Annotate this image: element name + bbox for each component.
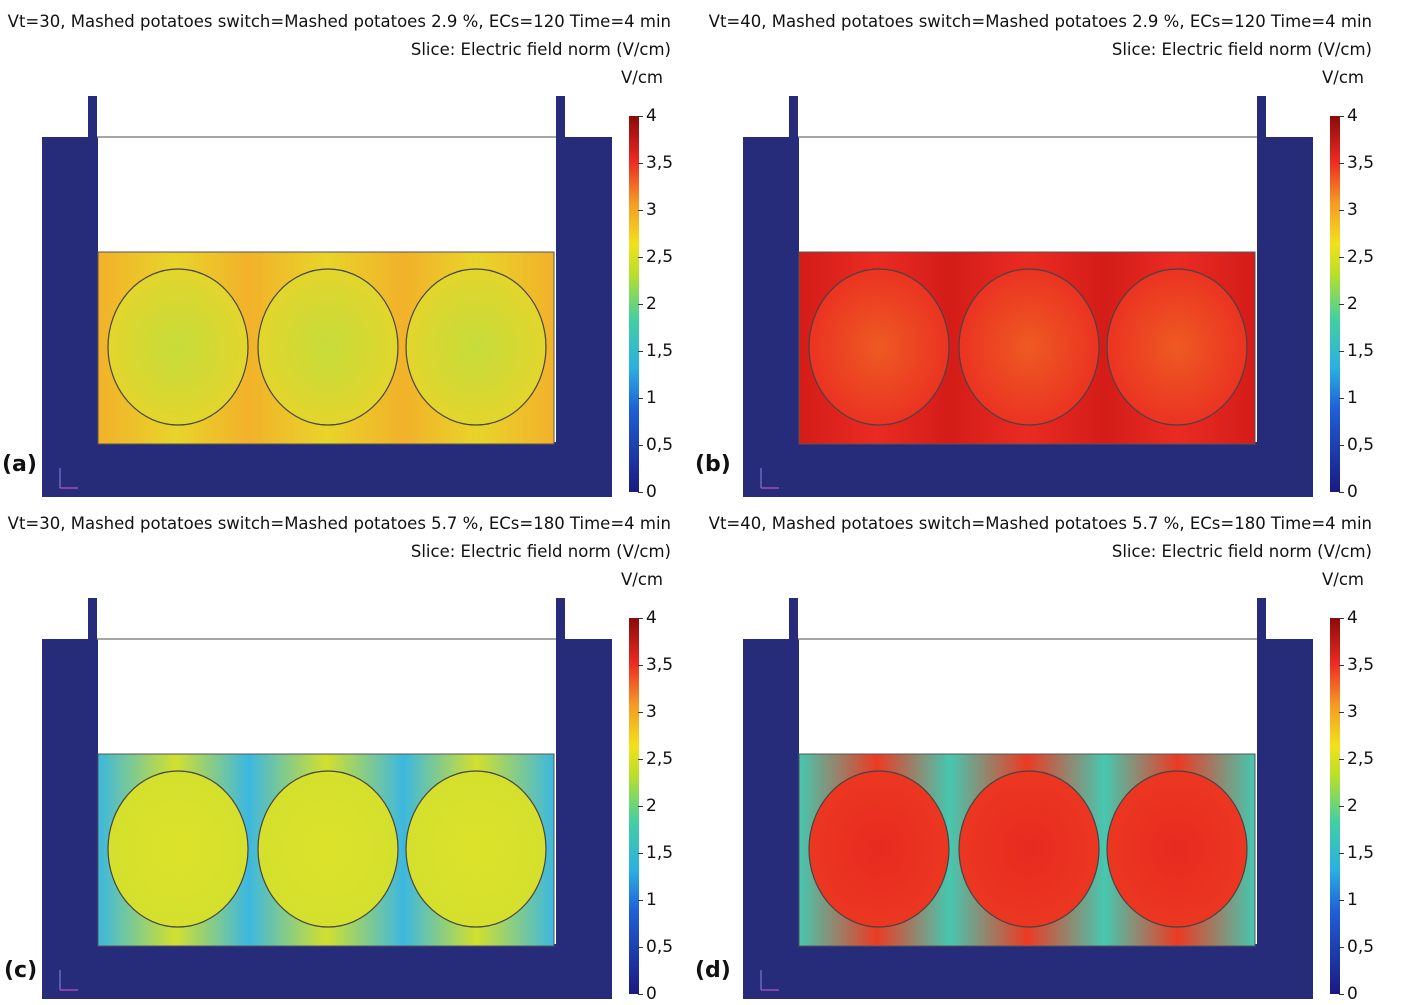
colorbar-unit: V/cm (621, 570, 663, 589)
slice-label: Slice: Electric field norm (V/cm) (410, 40, 671, 59)
potato-particle-2 (257, 770, 399, 928)
colorbar-tick-label: 0 (1339, 482, 1358, 502)
colorbar-tick-label: 3,5 (1338, 655, 1375, 675)
electrode-right (556, 598, 565, 639)
colorbar-tick-label: 4 (638, 106, 657, 126)
panel-letter: (b) (695, 452, 731, 477)
panel-b: Vt=40, Mashed potatoes switch=Mashed pot… (695, 0, 1402, 502)
panel-letter: (d) (695, 958, 731, 983)
colorbar-tick-label: 3 (638, 702, 657, 722)
colorbar (1330, 116, 1340, 492)
colorbar-unit: V/cm (1322, 68, 1364, 87)
colorbar-tick-label: 2 (638, 294, 657, 314)
colorbar-tick-label: 1 (1339, 890, 1358, 910)
colorbar-tick-label: 0 (1339, 984, 1358, 1004)
potato-particle-3 (1106, 770, 1248, 928)
colorbar-tick-label: 1,5 (637, 341, 674, 361)
colorbar-tick-label: 1 (1339, 388, 1358, 408)
electrode-left (789, 598, 798, 639)
potato-particle-2 (257, 268, 399, 426)
colorbar-tick-label: 3 (1339, 702, 1358, 722)
colorbar-unit: V/cm (1322, 570, 1364, 589)
colorbar-tick-label: 3,5 (637, 655, 674, 675)
panel-title: Vt=30, Mashed potatoes switch=Mashed pot… (7, 514, 671, 533)
electrode-left (88, 598, 97, 639)
potato-particle-2 (958, 268, 1100, 426)
colorbar-tick-label: 2,5 (637, 247, 674, 267)
colorbar (629, 116, 639, 492)
electrode-left (88, 96, 97, 137)
colorbar-tick-label: 1,5 (1338, 341, 1375, 361)
potato-particle-1 (808, 770, 950, 928)
colorbar-tick-label: 2 (1339, 294, 1358, 314)
colorbar-unit: V/cm (621, 68, 663, 87)
colorbar-tick-label: 4 (1339, 608, 1358, 628)
colorbar-tick-label: 2 (1339, 796, 1358, 816)
colorbar (629, 618, 639, 994)
panel-d: Vt=40, Mashed potatoes switch=Mashed pot… (695, 502, 1402, 1004)
colorbar-tick-label: 1,5 (637, 843, 674, 863)
potato-particle-1 (107, 268, 249, 426)
potato-particle-2 (958, 770, 1100, 928)
colorbar-tick-label: 2,5 (637, 749, 674, 769)
electrode-right (1257, 96, 1266, 137)
panel-letter: (c) (4, 958, 38, 983)
potato-particle-3 (1106, 268, 1248, 426)
colorbar-tick-label: 1 (638, 388, 657, 408)
colorbar-tick-label: 2,5 (1338, 749, 1375, 769)
colorbar-tick-label: 0,5 (1338, 435, 1375, 455)
colorbar-tick-label: 4 (638, 608, 657, 628)
simulation-scene (743, 96, 1313, 497)
colorbar-tick-label: 2,5 (1338, 247, 1375, 267)
colorbar-tick-label: 1 (638, 890, 657, 910)
colorbar-tick-label: 2 (638, 796, 657, 816)
potato-particle-1 (808, 268, 950, 426)
slice-label: Slice: Electric field norm (V/cm) (1111, 40, 1372, 59)
panel-c: Vt=30, Mashed potatoes switch=Mashed pot… (0, 502, 701, 1004)
colorbar-tick-label: 0,5 (637, 937, 674, 957)
colorbar-tick-label: 0,5 (637, 435, 674, 455)
electrode-right (556, 96, 565, 137)
electrode-left (789, 96, 798, 137)
colorbar-tick-label: 0,5 (1338, 937, 1375, 957)
potato-particle-3 (405, 770, 547, 928)
colorbar-tick-label: 4 (1339, 106, 1358, 126)
simulation-scene (743, 598, 1313, 999)
panel-title: Vt=40, Mashed potatoes switch=Mashed pot… (708, 514, 1372, 533)
colorbar-tick-label: 3,5 (1338, 153, 1375, 173)
simulation-scene (42, 598, 612, 999)
panel-a: Vt=30, Mashed potatoes switch=Mashed pot… (0, 0, 701, 502)
electrode-right (1257, 598, 1266, 639)
slice-label: Slice: Electric field norm (V/cm) (410, 542, 671, 561)
colorbar-tick-label: 0 (638, 984, 657, 1004)
panel-title: Vt=40, Mashed potatoes switch=Mashed pot… (708, 12, 1372, 31)
colorbar (1330, 618, 1340, 994)
colorbar-tick-label: 3,5 (637, 153, 674, 173)
potato-particle-1 (107, 770, 249, 928)
colorbar-tick-label: 1,5 (1338, 843, 1375, 863)
slice-label: Slice: Electric field norm (V/cm) (1111, 542, 1372, 561)
simulation-scene (42, 96, 612, 497)
colorbar-tick-label: 3 (1339, 200, 1358, 220)
panel-letter: (a) (2, 452, 37, 477)
potato-particle-3 (405, 268, 547, 426)
colorbar-tick-label: 3 (638, 200, 657, 220)
panel-title: Vt=30, Mashed potatoes switch=Mashed pot… (7, 12, 671, 31)
colorbar-tick-label: 0 (638, 482, 657, 502)
